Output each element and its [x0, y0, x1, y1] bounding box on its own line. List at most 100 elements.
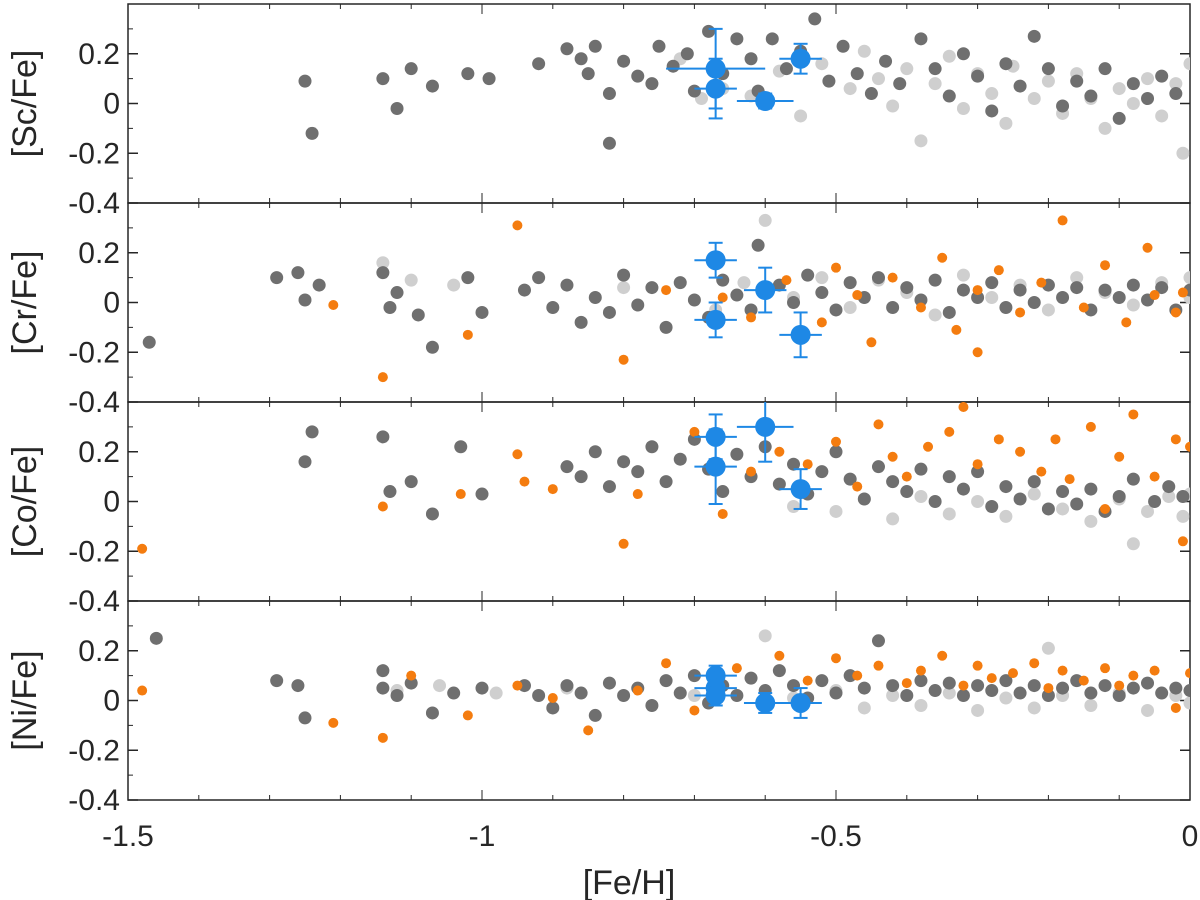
data-point-blue — [755, 280, 776, 301]
data-point-orange — [1064, 474, 1075, 485]
data-point-orange — [831, 653, 841, 664]
data-point-orange — [519, 476, 530, 487]
data-point-dark — [602, 676, 616, 690]
y-tick-label: 0.2 — [78, 237, 120, 270]
y-axis-label: [Sc/Fe] — [6, 50, 44, 158]
data-point-light — [1084, 514, 1098, 528]
data-point-orange — [887, 451, 898, 462]
data-point-light — [1183, 57, 1190, 71]
data-point-dark — [461, 271, 475, 285]
data-point-dark — [999, 674, 1013, 688]
data-point-dark — [631, 465, 645, 479]
data-point-dark — [850, 67, 864, 81]
data-point-light — [1126, 97, 1140, 110]
data-point-dark — [928, 495, 942, 508]
data-point-orange — [986, 673, 997, 684]
data-point-dark — [602, 136, 616, 150]
data-point-dark — [716, 273, 730, 287]
data-point-orange — [661, 285, 672, 296]
data-point-dark — [425, 706, 439, 720]
data-point-dark — [942, 470, 956, 484]
data-point-orange — [1121, 317, 1132, 328]
data-point-dark — [1056, 291, 1070, 305]
data-point-dark — [744, 671, 758, 685]
x-axis: -1.5 -1 -0.5 0 [Fe/H] — [102, 820, 1198, 900]
data-point-light — [985, 291, 999, 305]
data-point-dark — [680, 47, 694, 61]
data-point-orange — [377, 501, 388, 512]
data-point-dark — [532, 689, 546, 703]
data-point-dark — [1027, 296, 1041, 309]
data-point-dark — [475, 681, 489, 695]
x-axis-label: [Fe/H] — [583, 864, 676, 900]
data-point-dark — [1155, 69, 1169, 83]
data-point-light — [914, 490, 928, 504]
data-point-dark — [985, 499, 999, 513]
y-tick-label: 0.2 — [78, 38, 120, 71]
data-point-dark — [411, 308, 425, 322]
data-point-light — [999, 691, 1013, 705]
data-point-dark — [1098, 679, 1112, 693]
data-point-dark — [999, 480, 1013, 494]
data-point-light — [1176, 146, 1190, 160]
data-point-orange — [1149, 665, 1160, 676]
data-point-dark — [864, 87, 878, 101]
data-point-dark — [687, 84, 701, 98]
data-point-orange — [1185, 441, 1190, 452]
data-point-dark — [312, 278, 326, 292]
data-point-dark — [879, 54, 893, 68]
data-point-dark — [581, 67, 595, 81]
data-point-orange — [1149, 290, 1160, 301]
data-point-dark — [149, 631, 163, 645]
data-point-dark — [291, 266, 305, 280]
data-point-dark — [645, 281, 659, 295]
data-point-blue — [790, 692, 811, 713]
data-point-dark — [404, 475, 418, 489]
data-point-dark — [843, 276, 857, 290]
data-point-light — [758, 213, 772, 227]
data-point-orange — [993, 434, 1004, 445]
data-point-orange — [774, 650, 785, 661]
data-point-dark — [687, 293, 701, 307]
data-point-light — [1126, 537, 1140, 551]
data-point-dark — [829, 303, 843, 317]
data-point-dark — [652, 39, 666, 53]
data-point-dark — [390, 689, 404, 703]
data-point-dark — [1070, 281, 1084, 295]
data-point-dark — [971, 679, 985, 693]
data-point-orange — [455, 489, 466, 500]
data-point-orange — [852, 481, 863, 492]
data-point-dark — [1155, 281, 1169, 295]
data-point-dark — [857, 681, 871, 695]
data-point-dark — [404, 62, 418, 76]
data-point-dark — [956, 283, 970, 297]
data-point-dark — [631, 69, 645, 83]
data-point-dark — [560, 460, 574, 474]
panel-frame — [127, 401, 1191, 602]
data-point-blue — [790, 324, 811, 345]
data-point-dark — [956, 482, 970, 496]
data-point-dark — [645, 440, 659, 454]
data-point-orange — [1036, 466, 1047, 477]
data-point-blue — [755, 692, 776, 713]
data-point-light — [1141, 504, 1155, 518]
data-point-orange — [972, 660, 983, 671]
data-point-dark — [1169, 87, 1183, 101]
data-point-dark — [142, 335, 156, 349]
data-point-dark — [454, 440, 468, 454]
data-point-light — [1141, 703, 1155, 717]
y-tick-label: -0.2 — [68, 734, 120, 767]
data-point-dark — [298, 455, 312, 469]
data-point-light — [956, 268, 970, 282]
data-point-orange — [377, 732, 388, 743]
data-point-dark — [914, 462, 928, 476]
data-point-light — [787, 499, 801, 513]
data-point-light — [1126, 298, 1140, 312]
data-point-dark — [645, 698, 659, 712]
data-point-blue — [755, 416, 776, 437]
data-point-dark — [871, 634, 885, 648]
data-point-dark — [560, 42, 574, 56]
data-point-light — [1056, 502, 1070, 516]
data-point-dark — [1176, 490, 1190, 504]
data-point-dark — [291, 679, 305, 693]
